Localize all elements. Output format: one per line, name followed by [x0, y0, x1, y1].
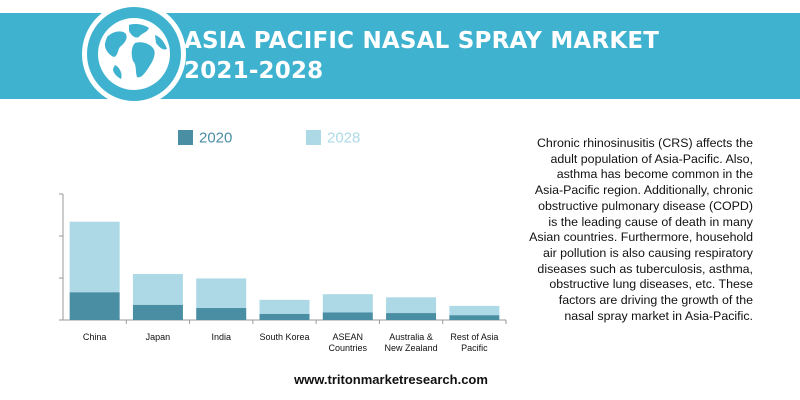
- footer: www.tritonmarketresearch.com: [0, 372, 800, 387]
- bar-2028-1: [132, 274, 183, 305]
- stacked-bar-chart: China Japan India South Korea ASEANCountries…: [59, 193, 507, 353]
- x-tick-label-6-0: Rest of Asia: [450, 332, 498, 342]
- x-tick-label-5-0: Australia &: [389, 332, 433, 342]
- footer-url[interactable]: www.tritonmarketresearch.com: [294, 372, 488, 387]
- description-paragraph: Chronic rhinosinusitis (CRS) affects the…: [529, 136, 753, 323]
- title-line-1: ASIA PACIFIC NASAL SPRAY MARKET: [184, 28, 660, 54]
- bar-2028-6: [449, 305, 500, 316]
- bar-2028-4: [322, 294, 373, 313]
- x-tick-label-4-1: Countries: [329, 343, 368, 353]
- x-tick-label-4-0: ASEAN: [333, 332, 364, 342]
- legend-label-2028: 2028: [327, 129, 361, 147]
- legend-label-2020: 2020: [199, 129, 233, 147]
- x-tick-label-0: China: [83, 332, 107, 342]
- bar-2028-2: [196, 278, 247, 309]
- bar-2020-2: [196, 308, 247, 320]
- bar-2028-5: [386, 297, 437, 314]
- legend-swatch-2020: [178, 130, 193, 146]
- page-title: ASIA PACIFIC NASAL SPRAY MARKET 2021-202…: [184, 26, 659, 86]
- x-tick-label-6-1: Pacific: [461, 343, 488, 353]
- legend-swatch-2028: [306, 130, 321, 146]
- bar-2020-4: [322, 312, 373, 320]
- bar-2020-1: [132, 304, 183, 320]
- title-line-2: 2021-2028: [184, 58, 324, 84]
- bar-2020-5: [386, 313, 437, 320]
- legend-item-2020: 2020: [178, 129, 232, 149]
- x-tick-label-3: South Korea: [259, 332, 309, 342]
- bar-2020-0: [69, 292, 120, 320]
- x-tick-label-1: Japan: [146, 332, 171, 342]
- legend-item-2028: 2028: [306, 129, 360, 149]
- globe-icon: [98, 18, 170, 90]
- globe-badge: [82, 2, 186, 106]
- x-tick-label-5-1: New Zealand: [385, 343, 438, 353]
- bar-2020-6: [449, 315, 500, 320]
- bar-2028-0: [69, 221, 120, 293]
- description-text: Chronic rhinosinusitis (CRS) affects the…: [528, 136, 753, 324]
- bar-2020-3: [259, 313, 310, 320]
- bar-2028-3: [259, 299, 310, 314]
- x-tick-label-2: India: [211, 332, 231, 342]
